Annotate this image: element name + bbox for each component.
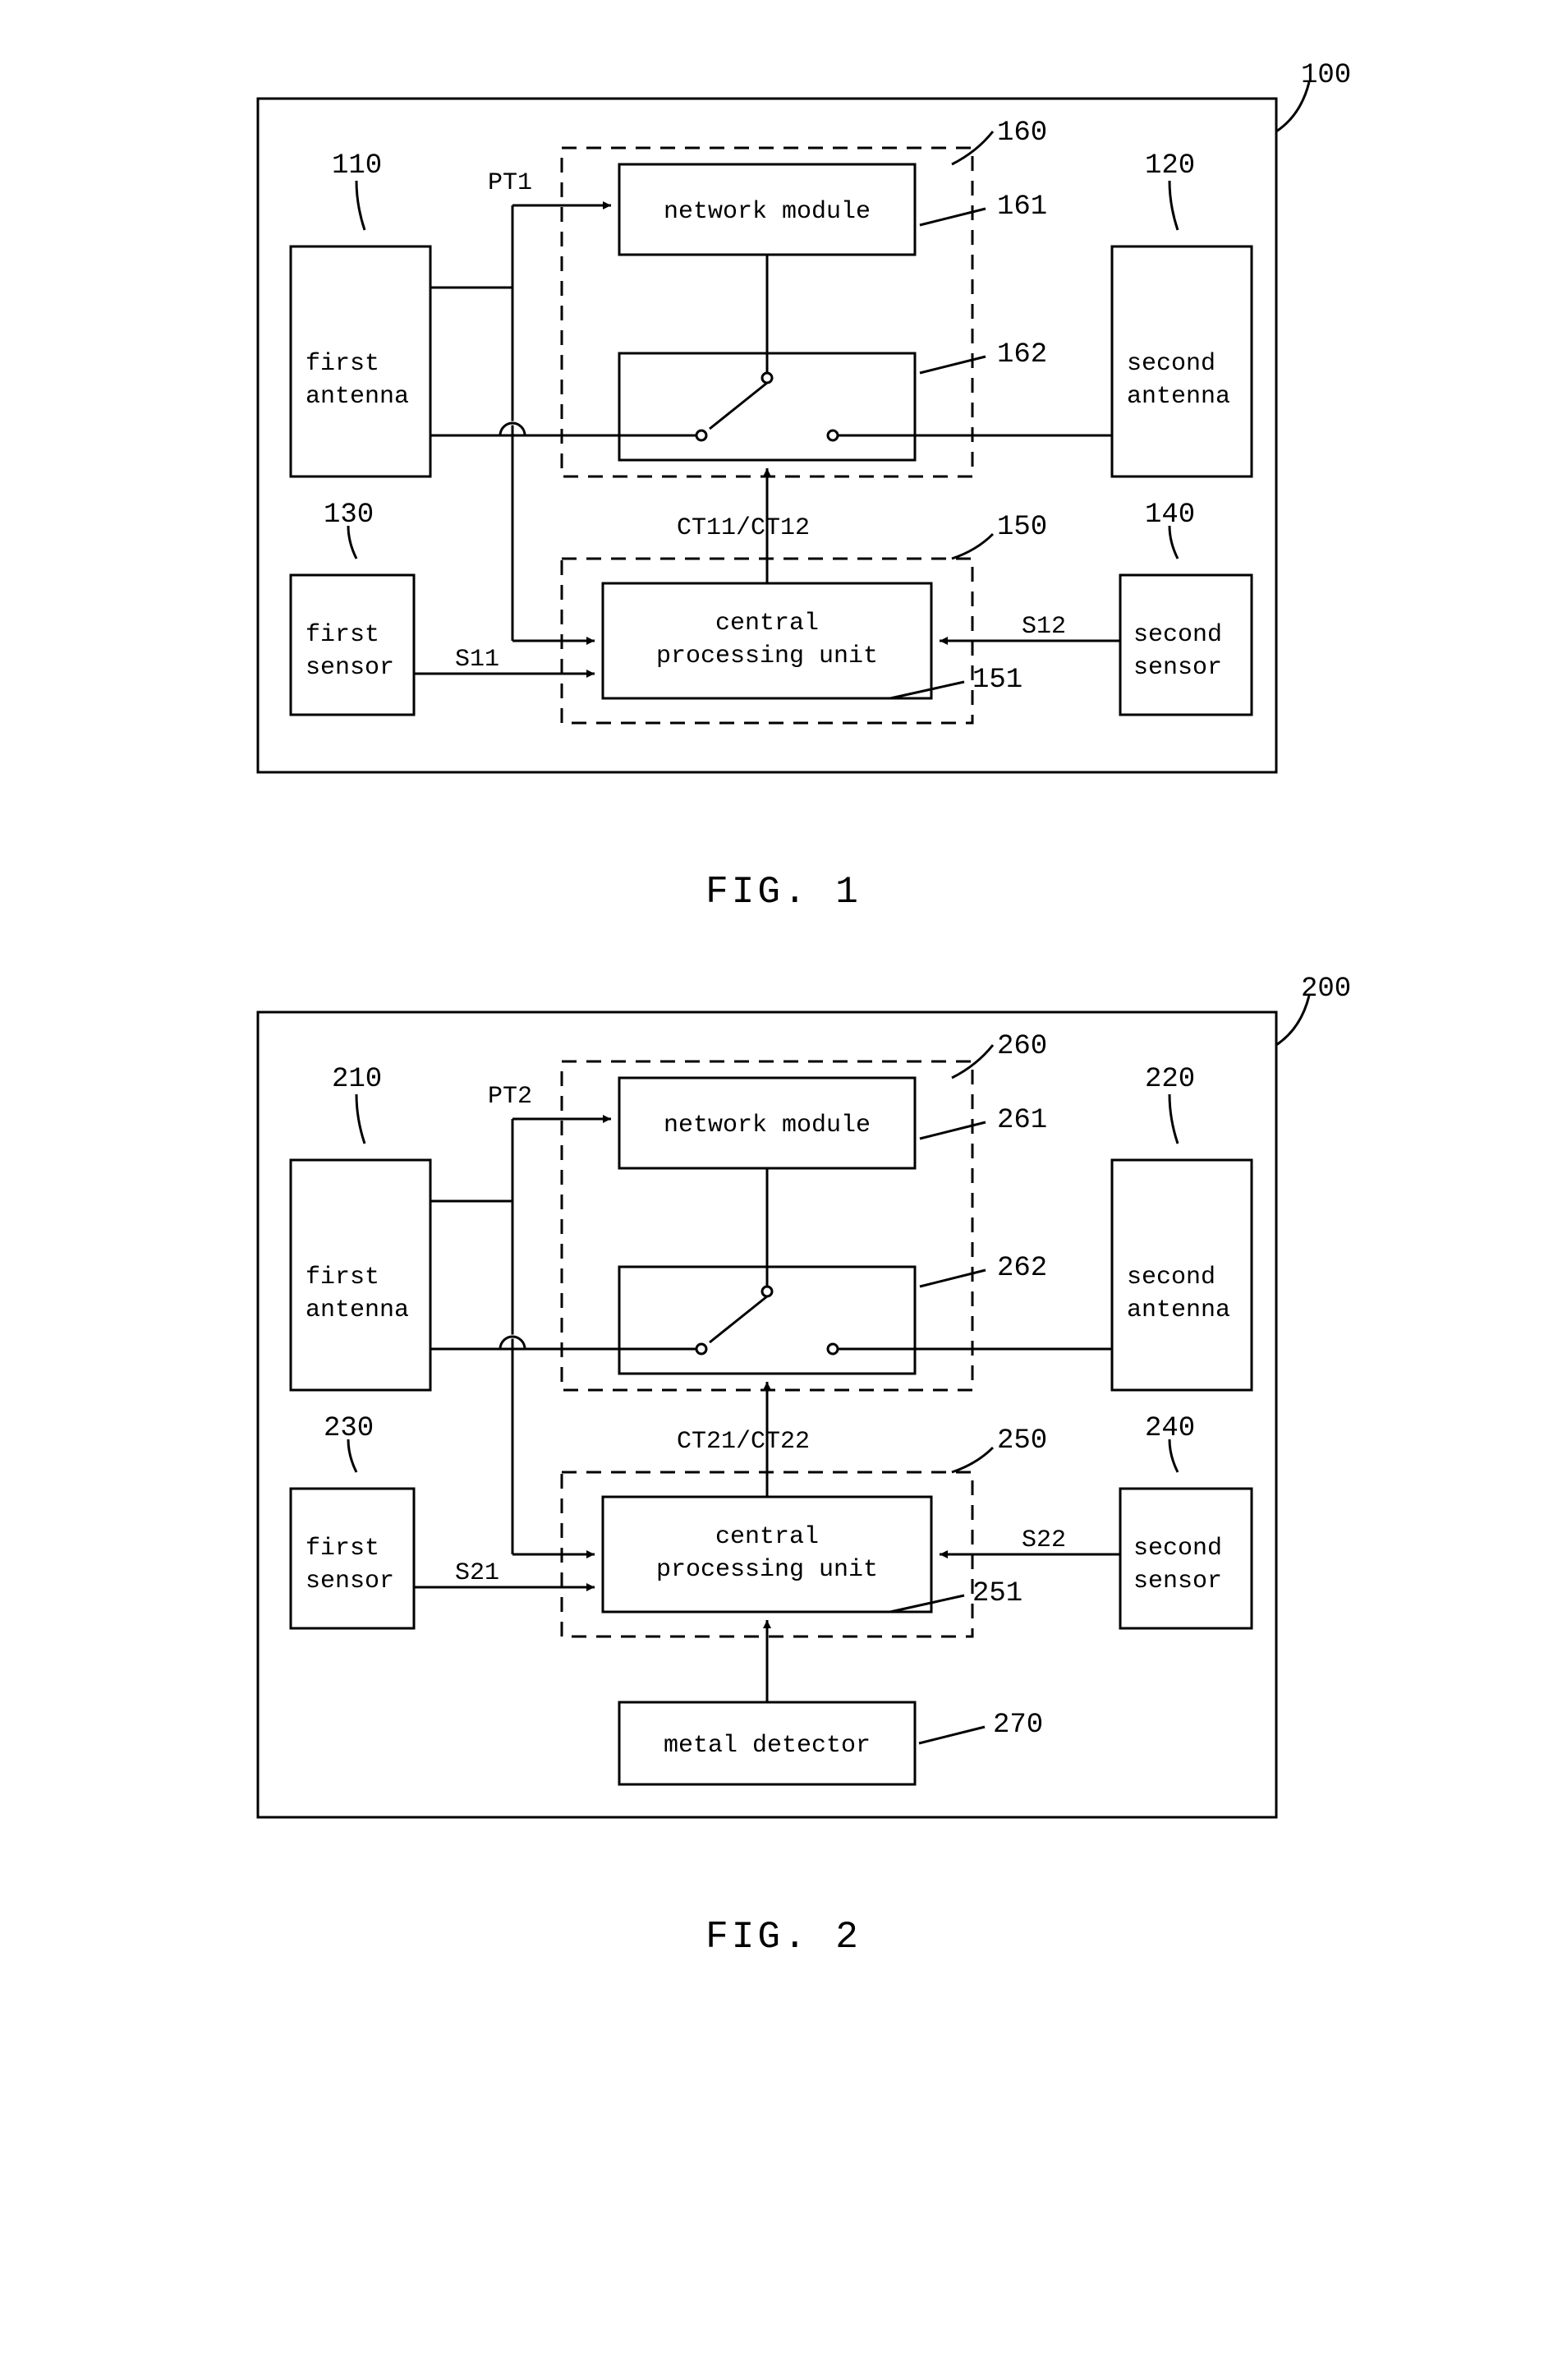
svg-text:antenna: antenna [1127, 1296, 1230, 1324]
first-antenna-label-1: first [306, 350, 379, 378]
signal-pt2: PT2 [488, 1083, 532, 1111]
fig2-caption: FIG. 2 [209, 1916, 1358, 1959]
ref-150: 150 [997, 512, 1047, 543]
ref-262: 262 [997, 1253, 1047, 1284]
svg-text:sensor: sensor [1133, 1567, 1222, 1595]
metal-detector-label: metal detector [664, 1732, 871, 1760]
first-sensor-label-2: sensor [306, 654, 394, 682]
ref-130: 130 [324, 499, 374, 531]
cpu-label-1: central [715, 610, 819, 638]
ref-140: 140 [1145, 499, 1195, 531]
fig1-caption: FIG. 1 [209, 871, 1358, 914]
leader-150 [952, 534, 993, 559]
signal-ct2: CT21/CT22 [677, 1428, 810, 1456]
leader-140 [1170, 526, 1178, 559]
switch-arm [710, 383, 767, 429]
network-module-label: network module [664, 198, 871, 226]
ref-161: 161 [997, 191, 1047, 223]
ref-240: 240 [1145, 1413, 1195, 1444]
ref-210: 210 [332, 1064, 382, 1095]
leader-162 [920, 357, 986, 373]
svg-text:sensor: sensor [306, 1567, 394, 1595]
svg-text:first: first [306, 1264, 379, 1291]
leader-161 [920, 209, 986, 225]
svg-text:antenna: antenna [306, 1296, 409, 1324]
second-antenna-label-1: second [1127, 350, 1215, 378]
second-antenna-label-2: antenna [1127, 383, 1230, 411]
ref-120: 120 [1145, 150, 1195, 182]
signal-ct: CT11/CT12 [677, 514, 810, 542]
ref-151: 151 [972, 665, 1022, 696]
svg-text:processing unit: processing unit [656, 1556, 878, 1584]
ref-251: 251 [972, 1578, 1022, 1609]
ref-160: 160 [997, 117, 1047, 149]
signal-s21: S21 [455, 1559, 499, 1587]
second-sensor-label-1: second [1133, 621, 1222, 649]
ref-261: 261 [997, 1105, 1047, 1136]
fig2-svg: 200 first antenna 210 second antenna 220… [209, 963, 1358, 1883]
ref-230: 230 [324, 1413, 374, 1444]
switch-node-right [828, 430, 838, 440]
ref-260: 260 [997, 1031, 1047, 1062]
signal-pt1: PT1 [488, 169, 532, 197]
cpu-box [603, 583, 931, 698]
cpu-label-2: processing unit [656, 642, 878, 670]
svg-text:second: second [1133, 1535, 1222, 1563]
ref-270: 270 [993, 1710, 1043, 1741]
ref-250: 250 [997, 1425, 1047, 1457]
first-sensor-label-1: first [306, 621, 379, 649]
first-antenna-label-2: antenna [306, 383, 409, 411]
cpu-box-2 [603, 1497, 931, 1612]
network-module-label-2: network module [664, 1112, 871, 1139]
svg-text:first: first [306, 1535, 379, 1563]
svg-text:second: second [1127, 1264, 1215, 1291]
ref-200: 200 [1301, 974, 1351, 1005]
svg-text:central: central [715, 1523, 819, 1551]
figure-1: 100 first antenna 110 second antenna 120… [209, 49, 1358, 914]
leader-110 [356, 181, 365, 230]
second-sensor-label-2: sensor [1133, 654, 1222, 682]
switch-node-top [762, 373, 772, 383]
ref-220: 220 [1145, 1064, 1195, 1095]
leader-130 [348, 526, 356, 559]
leader-151 [890, 682, 964, 698]
signal-s22: S22 [1022, 1526, 1066, 1554]
signal-s11: S11 [455, 646, 499, 674]
ref-162: 162 [997, 339, 1047, 371]
ref-110: 110 [332, 150, 382, 182]
leader-120 [1170, 181, 1178, 230]
switch-node-left [696, 430, 706, 440]
figure-2: 200 first antenna 210 second antenna 220… [209, 963, 1358, 1959]
ref-100: 100 [1301, 60, 1351, 91]
fig1-svg: 100 first antenna 110 second antenna 120… [209, 49, 1358, 838]
signal-s12: S12 [1022, 613, 1066, 641]
